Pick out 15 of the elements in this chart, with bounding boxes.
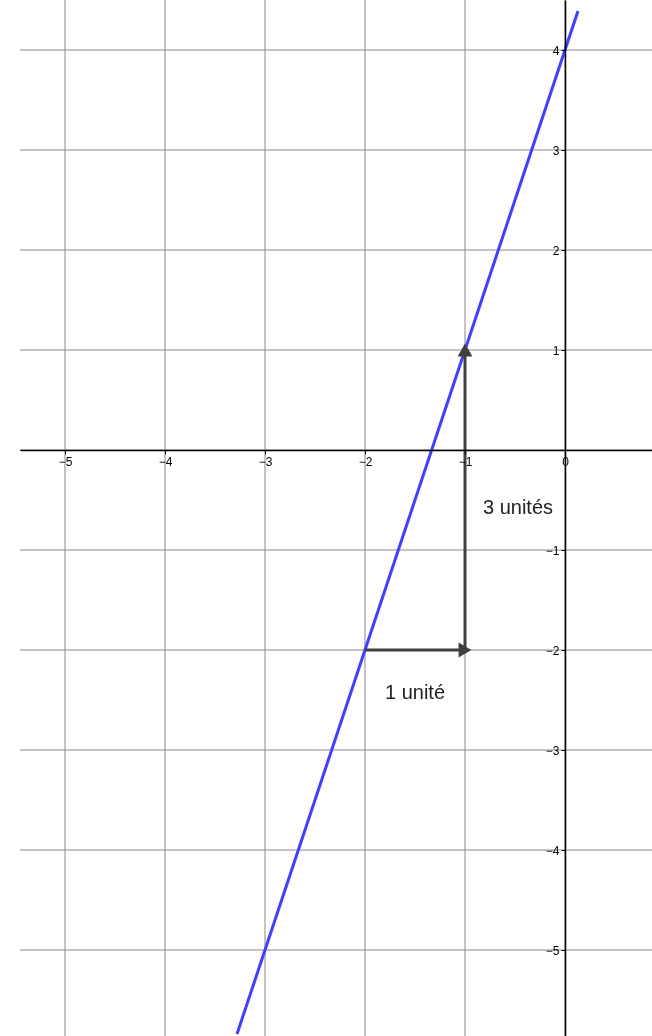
annotation: 3 unités	[483, 496, 554, 518]
y-tick-label: 3	[552, 143, 560, 158]
y-tick-label: 2	[552, 243, 560, 258]
x-tick-label: −2	[358, 454, 373, 469]
y-tick-label: −1	[545, 543, 560, 558]
y-tick-label: −2	[545, 643, 560, 658]
x-tick-label: −3	[258, 454, 273, 469]
y-tick-label: −3	[545, 743, 560, 758]
y-tick-label: −4	[545, 843, 560, 858]
y-tick-label: −5	[545, 943, 560, 958]
x-tick-label: −4	[158, 454, 173, 469]
y-tick-label: 4	[552, 43, 560, 58]
y-tick-label: 1	[552, 343, 560, 358]
annotation: 1 unité	[384, 681, 446, 703]
x-tick-label: −5	[58, 454, 73, 469]
